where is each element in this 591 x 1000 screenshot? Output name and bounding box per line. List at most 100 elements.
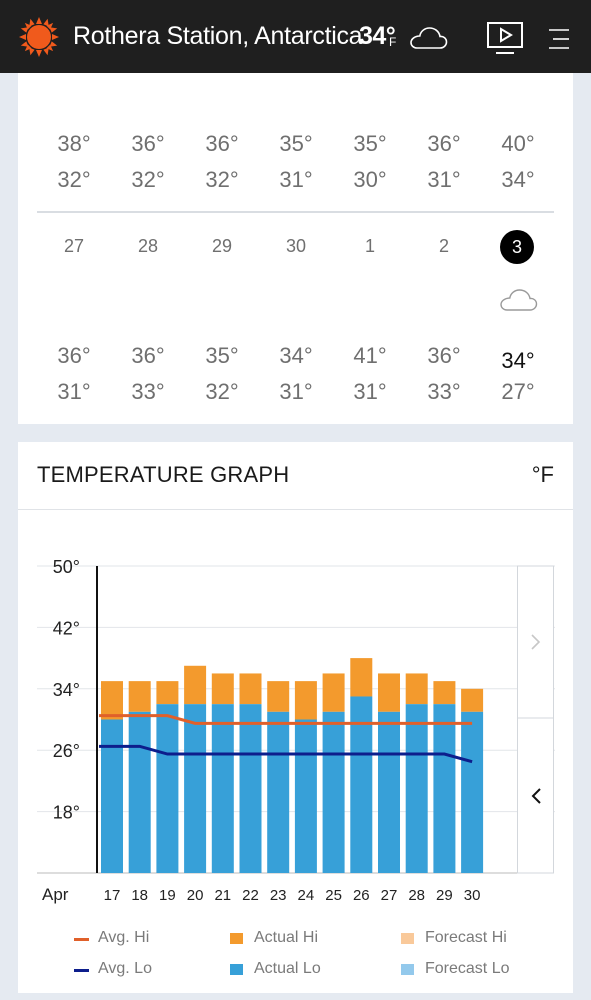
day-number[interactable]: 27 (63, 236, 85, 256)
actual-lo-bar (239, 704, 262, 873)
y-tick-label: 50° (53, 557, 80, 577)
day-high: 35° (205, 343, 239, 368)
actual-lo-bar (433, 704, 456, 873)
legend-box-swatch (401, 964, 414, 975)
prev-high: 35° (353, 131, 387, 156)
today-low: 27° (501, 379, 535, 404)
chevron-right-icon[interactable] (531, 634, 541, 650)
temperature-chart: 50° 42° 34° 26° 18° 17 18 19 20 21 22 23 24 25 26 27 28 2… (37, 557, 555, 904)
video-icon[interactable] (486, 20, 524, 56)
day-low: 31° (57, 379, 91, 404)
avg-hi-line (99, 714, 473, 725)
prev-high: 35° (279, 131, 313, 156)
x-tick-label: 24 (298, 887, 315, 904)
today-day-number[interactable]: 3 (500, 230, 534, 264)
day-number[interactable]: 2 (438, 236, 449, 256)
chart-nav-panel (517, 565, 554, 874)
calendar-card: 38° 36° 36° 35° 35° 36° 40° 32° 32° 32° … (18, 73, 573, 424)
day-low: 31° (279, 379, 313, 404)
actual-hi-bar (405, 673, 428, 705)
x-tick-label: 20 (187, 887, 204, 904)
prev-low: 31° (279, 167, 313, 192)
actual-lo-bar (350, 696, 373, 873)
prev-high: 40° (501, 131, 535, 156)
y-tick-label: 34° (53, 680, 80, 700)
legend-line-swatch (74, 938, 89, 941)
x-tick-label: 28 (408, 887, 425, 904)
chevron-left-icon[interactable] (531, 788, 541, 804)
sun-icon (19, 17, 59, 57)
day-high: 36° (427, 343, 461, 368)
actual-hi-bar (322, 673, 345, 712)
x-tick-label: 30 (464, 887, 481, 904)
actual-lo-bar (184, 704, 207, 873)
actual-lo-bar (101, 719, 123, 873)
prev-high: 38° (57, 131, 91, 156)
day-high: 41° (353, 343, 387, 368)
prev-low: 32° (57, 167, 91, 192)
actual-lo-bar (156, 704, 179, 873)
x-tick-label: 18 (131, 887, 148, 904)
y-tick-label: 26° (53, 741, 80, 761)
actual-lo-bar (267, 711, 290, 873)
x-tick-label: 21 (214, 887, 231, 904)
actual-hi-bar (267, 681, 290, 712)
x-tick-label: 29 (436, 887, 453, 904)
prev-high: 36° (205, 131, 239, 156)
menu-icon[interactable] (545, 26, 573, 52)
legend-label: Avg. Lo (98, 960, 152, 977)
temperature-graph-card: TEMPERATURE GRAPH °F 50° 42° 34° 26° 18° 17 18… (18, 442, 573, 993)
day-high: 34° (279, 343, 313, 368)
top-bar: Rothera Station, Antarctica 34° F (0, 0, 591, 73)
actual-hi-bar (184, 665, 207, 705)
day-number[interactable]: 1 (364, 236, 375, 256)
legend-box-swatch (230, 933, 243, 944)
prev-low: 32° (205, 167, 239, 192)
legend-label: Actual Hi (254, 929, 319, 946)
day-low: 33° (427, 379, 461, 404)
actual-lo-bar (128, 711, 151, 873)
legend-label: Forecast Hi (425, 929, 507, 946)
current-temperature-unit: F (389, 35, 397, 49)
actual-hi-bar (378, 673, 400, 712)
x-tick-label: 19 (159, 887, 176, 904)
graph-header-divider (18, 509, 573, 510)
x-tick-label: 17 (104, 887, 121, 904)
week-divider (37, 211, 554, 213)
current-temperature: 34° (359, 22, 396, 50)
actual-hi-bar (461, 688, 484, 712)
legend-label: Actual Lo (254, 960, 321, 977)
actual-hi-bar (350, 658, 373, 697)
actual-lo-bar (461, 711, 484, 873)
prev-low: 31° (427, 167, 461, 192)
day-number[interactable]: 29 (211, 236, 233, 256)
day-number[interactable]: 30 (285, 236, 307, 256)
graph-unit-toggle[interactable]: °F (531, 462, 554, 487)
actual-hi-bar (294, 681, 317, 720)
prev-low: 34° (501, 167, 535, 192)
actual-lo-bar (294, 719, 317, 873)
actual-lo-bar (378, 711, 400, 873)
day-number[interactable]: 28 (137, 236, 159, 256)
legend-box-swatch (401, 933, 414, 944)
day-low: 31° (353, 379, 387, 404)
location-name[interactable]: Rothera Station, Antarctica (73, 22, 363, 50)
prev-high: 36° (131, 131, 165, 156)
actual-hi-bar (211, 673, 234, 705)
actual-lo-bar (405, 704, 428, 873)
graph-title: TEMPERATURE GRAPH (37, 462, 290, 487)
y-tick-label: 42° (53, 618, 80, 638)
cloud-icon (500, 289, 538, 311)
prev-low: 32° (131, 167, 165, 192)
prev-low: 30° (353, 167, 387, 192)
legend-box-swatch (230, 964, 243, 975)
prev-high: 36° (427, 131, 461, 156)
legend-line-swatch (74, 969, 89, 972)
x-tick-label: 22 (242, 887, 259, 904)
x-tick-label: 26 (353, 887, 370, 904)
actual-lo-bar (322, 711, 345, 873)
x-tick-label: 23 (270, 887, 287, 904)
legend-label: Avg. Hi (98, 929, 150, 946)
day-high: 36° (131, 343, 165, 368)
x-tick-label: 27 (381, 887, 398, 904)
